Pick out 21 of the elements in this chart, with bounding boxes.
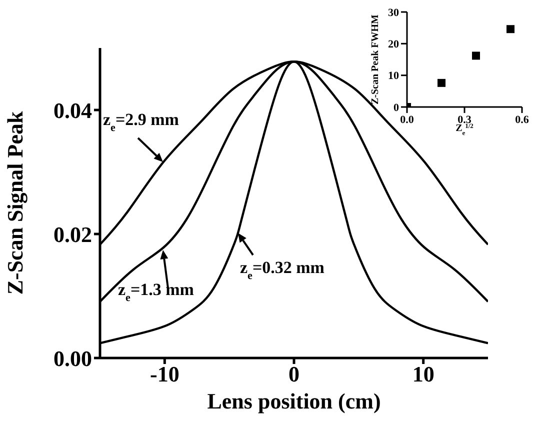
x-axis-title: Lens position (cm) [207,388,381,414]
x-tick-label: 0 [288,362,300,387]
y-axis-title: Z-Scan Peak FWHM [370,14,382,104]
point [506,25,514,34]
x-tick-label: 10 [412,362,434,387]
point [472,52,480,60]
y-tick-label: 10 [388,70,400,82]
x-tick-label: 0.6 [515,114,530,126]
y-tick-label: 0.00 [54,346,92,371]
y-tick-label: 0.02 [54,222,92,247]
annotation: z$_{e}$=0.32 mm [240,258,324,282]
y-tick-label: 30 [388,6,400,19]
y-tick-label: 0.04 [54,98,92,123]
x-tick-label: 0.0 [400,114,414,126]
y-axis-title: Z-Scan Signal Peak [2,110,28,295]
annotation: z$_{e}$=1.3 mm [118,280,194,304]
x-tick-label: -10 [150,362,180,387]
y-tick-label: 0 [394,102,400,114]
y-tick-label: 20 [388,38,400,51]
annotation: z$_{e}$=2.9 mm [103,110,179,134]
point [438,78,446,87]
